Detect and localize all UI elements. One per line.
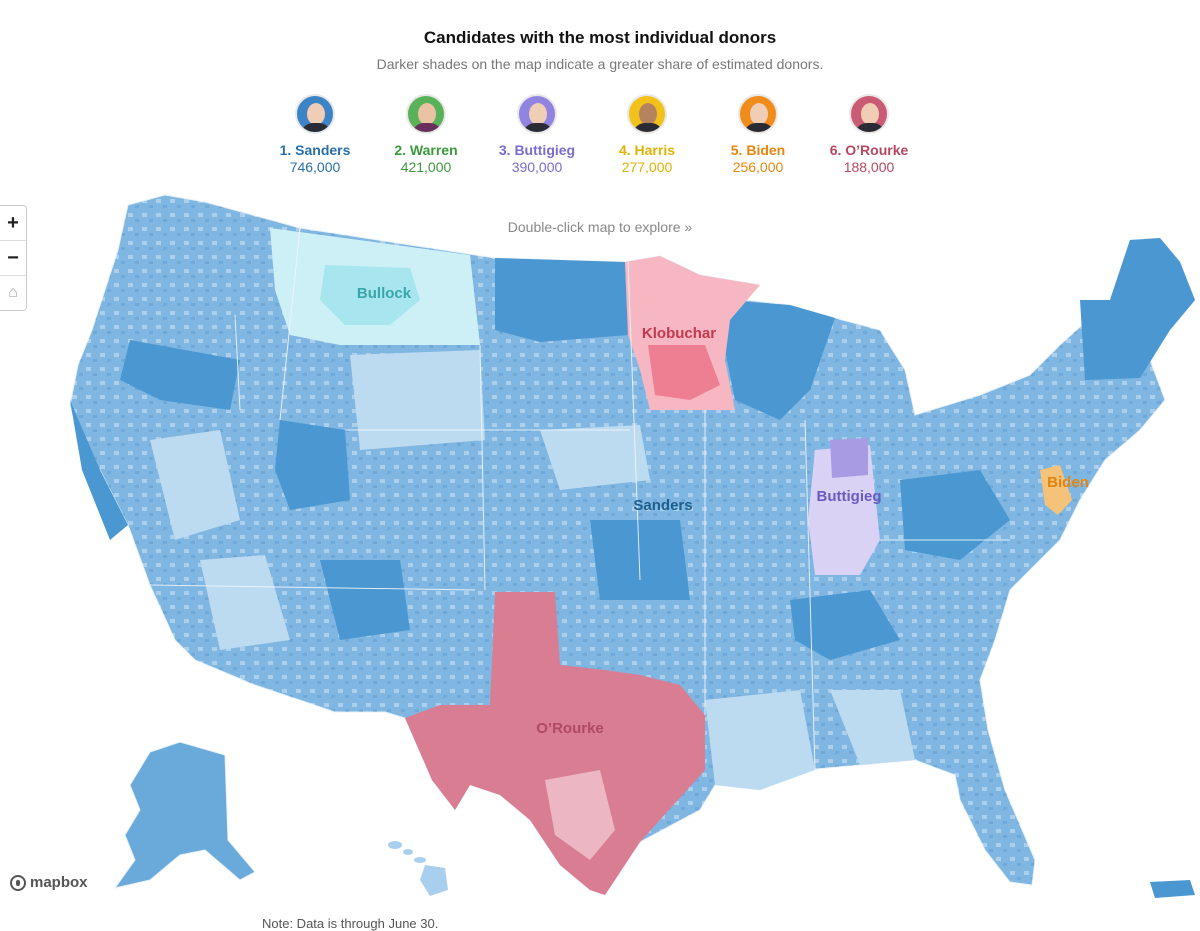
- bullock-label: Bullock: [357, 285, 412, 302]
- candidate-name: 3. Buttigieg: [498, 142, 576, 158]
- biden-region: [1040, 465, 1072, 515]
- candidate-count: 746,000: [289, 159, 341, 175]
- candidate-count: 390,000: [511, 159, 563, 175]
- page-title: Candidates with the most individual dono…: [423, 28, 777, 47]
- orourke-region: [405, 592, 705, 895]
- buttigieg-avatar: [517, 94, 557, 134]
- klobuchar-core: [648, 345, 720, 400]
- buttigieg-label: Buttigieg: [817, 488, 882, 505]
- warren-avatar: [406, 94, 446, 134]
- candidate-orourke: 6. O’Rourke 188,000: [799, 94, 939, 175]
- klobuchar-label: Klobuchar: [642, 325, 716, 342]
- orourke-avatar: [849, 94, 889, 134]
- zoom-out-button[interactable]: −: [0, 241, 26, 276]
- buttigieg-core: [830, 438, 868, 478]
- candidate-name: 2. Warren: [394, 142, 458, 158]
- sanders-label: Sanders: [633, 497, 692, 514]
- data-note: Note: Data is through June 30.: [262, 916, 439, 931]
- orourke-label: O’Rourke: [536, 720, 604, 737]
- candidate-count: 256,000: [732, 159, 784, 175]
- candidate-name: 1. Sanders: [279, 142, 351, 158]
- bullock-core: [320, 265, 420, 325]
- candidate-legend: 1. Sanders 746,000 2. Warren 421,000 3. …: [0, 94, 1200, 184]
- zoom-controls: + − ⌂: [0, 205, 27, 311]
- light-blue-areas: [150, 350, 915, 790]
- orourke-light: [545, 770, 615, 860]
- candidate-warren: 2. Warren 421,000: [356, 94, 496, 175]
- candidate-buttigieg: 3. Buttigieg 390,000: [467, 94, 607, 175]
- harris-avatar: [627, 94, 667, 134]
- candidate-name: 6. O’Rourke: [829, 142, 909, 158]
- alaska: [113, 741, 256, 889]
- candidate-count: 188,000: [843, 159, 895, 175]
- mapbox-attribution[interactable]: mapbox: [10, 874, 88, 891]
- candidate-count: 421,000: [400, 159, 452, 175]
- mapbox-logo-icon: [10, 874, 26, 891]
- sanders-avatar: [295, 94, 335, 134]
- mapbox-text: mapbox: [30, 874, 88, 891]
- state-borders: [149, 227, 1010, 771]
- puerto-rico: [1150, 880, 1195, 898]
- page-subtitle: Darker shades on the map indicate a grea…: [376, 56, 824, 72]
- map-hint: Double-click map to explore »: [507, 219, 693, 235]
- home-button[interactable]: ⌂: [8, 284, 18, 301]
- buttigieg-region: [808, 445, 880, 575]
- candidate-name: 5. Biden: [730, 142, 786, 158]
- candidate-harris: 4. Harris 277,000: [577, 94, 717, 175]
- candidate-count: 277,000: [621, 159, 673, 175]
- zoom-in-button[interactable]: +: [0, 206, 26, 241]
- biden-label: Biden: [1047, 474, 1089, 491]
- dark-blue-areas: [70, 238, 1195, 660]
- candidate-biden: 5. Biden 256,000: [688, 94, 828, 175]
- biden-avatar: [738, 94, 778, 134]
- hawaii: [388, 841, 448, 896]
- candidate-sanders: 1. Sanders 746,000: [245, 94, 385, 175]
- candidate-name: 4. Harris: [618, 142, 676, 158]
